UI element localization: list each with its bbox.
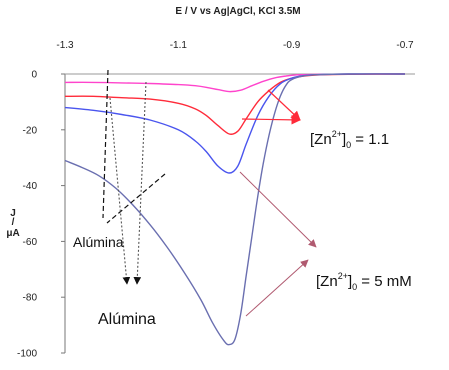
x-tick-label: -0.7 xyxy=(396,40,414,51)
annotation-alumina-2: Alúmina xyxy=(98,311,156,328)
y-axis-label: J / μA xyxy=(6,208,19,239)
y-tick-label: -20 xyxy=(23,125,38,136)
y-axis-label-j: J xyxy=(10,208,16,219)
y-axis-label-slash: / xyxy=(12,217,15,228)
alumina-dotted-arrow-2 xyxy=(133,81,147,285)
arrow-zn-1-1 xyxy=(267,89,301,121)
alumina-dotted-arrow-1 xyxy=(109,97,131,285)
arrow-zn-5-2 xyxy=(245,259,309,317)
x-tick-labels: -1.3 -1.1 -0.9 -0.7 xyxy=(56,40,414,51)
y-tick-label: 0 xyxy=(31,70,37,81)
series-lines xyxy=(64,73,406,346)
alumina-dashed-1 xyxy=(102,69,109,219)
y-tick-label: -100 xyxy=(17,349,37,360)
x-tick-label: -0.9 xyxy=(283,40,301,51)
y-tick-label: -80 xyxy=(23,293,38,304)
series-line-4 xyxy=(64,73,406,346)
annotation-alumina-1: Alúmina xyxy=(73,234,124,250)
arrow-zn-5-1 xyxy=(239,171,317,248)
chart-title: E / V vs Ag|AgCl, KCl 3.5M xyxy=(175,6,300,17)
alumina-dashed-2 xyxy=(106,173,166,224)
x-tick-label: -1.3 xyxy=(56,40,74,51)
y-axis-label-unit: μA xyxy=(6,228,19,239)
series-line-1 xyxy=(64,73,405,93)
y-tick-labels: 0 -20 -40 -60 -80 -100 xyxy=(17,70,65,360)
y-tick-label: -40 xyxy=(23,181,38,192)
annotation-arrows xyxy=(102,69,317,317)
annotation-zn-5mm: [Zn2+]0 = 5 mM xyxy=(316,271,412,292)
arrow-zn-1-2 xyxy=(241,115,301,125)
annotation-zn-1-1: [Zn2+]0 = 1.1 xyxy=(310,129,389,150)
y-tick-label: -60 xyxy=(23,237,38,248)
x-tick-label: -1.1 xyxy=(170,40,188,51)
